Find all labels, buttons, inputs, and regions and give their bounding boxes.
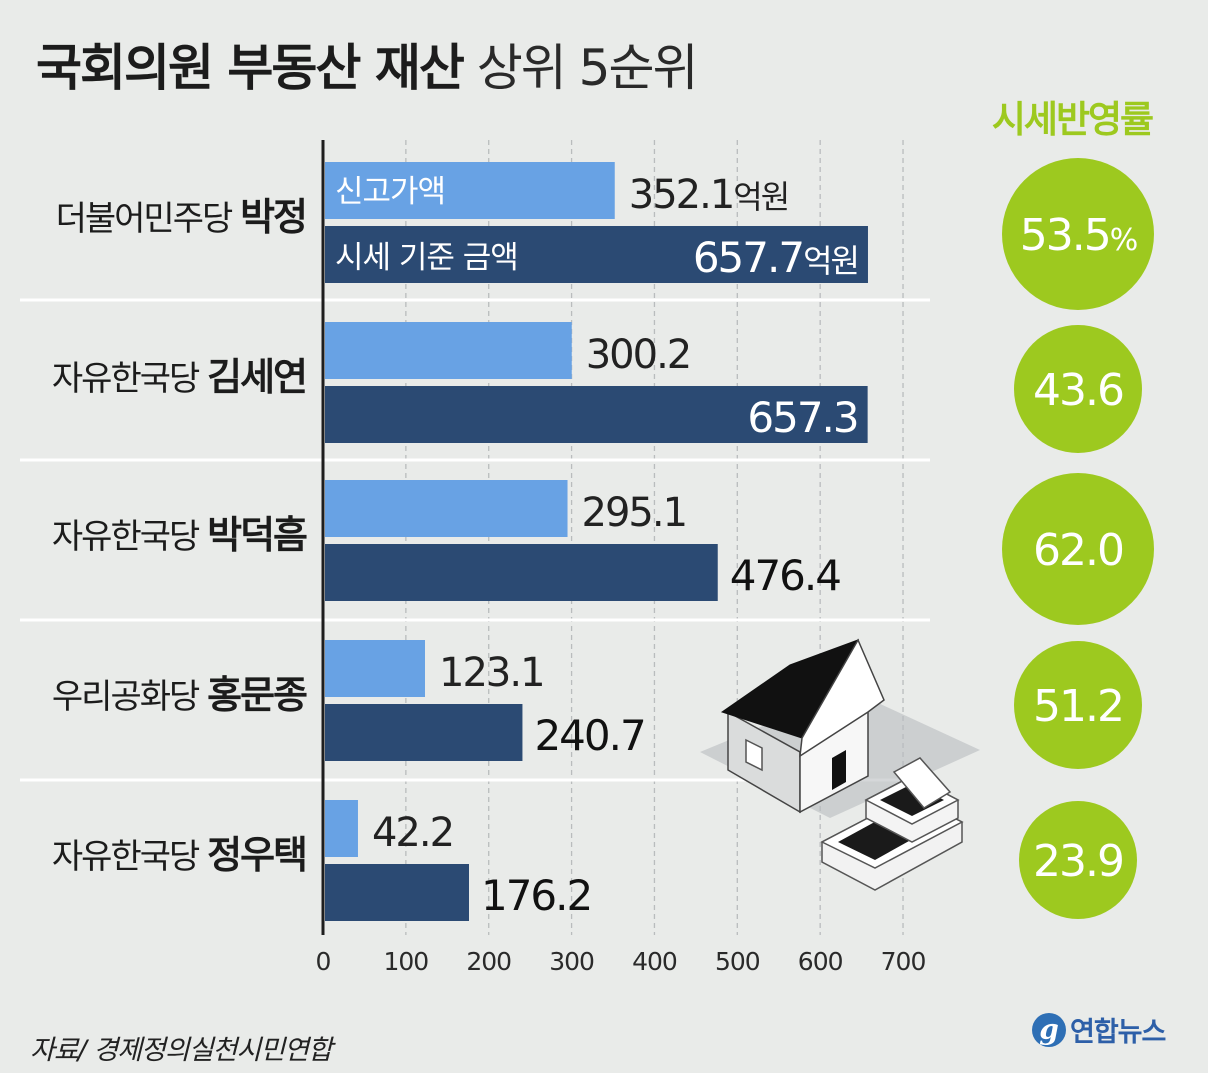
- bar-reported: [325, 162, 615, 219]
- bar-market: [325, 544, 718, 601]
- x-tick-label: 600: [798, 947, 843, 976]
- category-label: 자유한국당 정우택: [52, 833, 306, 877]
- x-tick-label: 700: [881, 947, 926, 976]
- category-label: 자유한국당 김세연: [52, 355, 306, 399]
- house-gable: [799, 638, 885, 758]
- ratio-circle: [1014, 325, 1142, 453]
- bar-reported: [325, 640, 426, 697]
- market-value-label: 657.3: [747, 393, 857, 442]
- house-icon: [700, 638, 980, 818]
- money-loose-bill: [892, 757, 952, 809]
- market-value-label: 240.7: [534, 711, 644, 760]
- member-name: 홍문종: [207, 673, 307, 717]
- unit-label: 억원: [733, 178, 788, 216]
- party-name: 우리공화당: [52, 677, 207, 717]
- x-tick-label: 300: [549, 947, 594, 976]
- house-window: [745, 738, 763, 772]
- x-tick-label: 0: [316, 947, 331, 976]
- party-name: 자유한국당: [52, 837, 207, 877]
- ratio-circle: [1014, 641, 1142, 769]
- bar-market: [325, 864, 469, 921]
- percent-sign: %: [1110, 223, 1137, 258]
- source-credit: 자료/ 경제정의실천시민연합: [30, 1035, 333, 1066]
- bar-reported: [325, 800, 358, 857]
- category-label: 우리공화당 홍문종: [52, 673, 307, 717]
- ratio-circle: [1002, 158, 1154, 310]
- party-name: 더불어민주당: [56, 199, 241, 239]
- ratio-circle: [1019, 801, 1137, 919]
- title-light: 상위 5순위: [476, 39, 699, 97]
- bar-market: [325, 704, 523, 761]
- title-bold: 국회의원 부동산 재산: [36, 39, 465, 97]
- reported-value-label: 295.1: [582, 490, 687, 536]
- bar-reported: [325, 480, 568, 537]
- publisher-logo: g 연합뉴스: [1032, 1010, 1166, 1049]
- ratio-title: 시세반영률: [992, 98, 1153, 141]
- x-tick-label: 100: [384, 947, 429, 976]
- bar-market: [325, 386, 868, 443]
- yonhap-logo-icon: g: [1032, 1012, 1066, 1047]
- market-value-label: 476.4: [730, 551, 841, 600]
- reported-value-label: 300.2: [586, 332, 691, 378]
- category-label: 자유한국당 박덕흠: [52, 513, 307, 557]
- x-tick-label: 400: [632, 947, 677, 976]
- ratio-circle: [1002, 473, 1154, 625]
- reported-value-label: 352.1억원: [629, 172, 788, 218]
- party-name: 자유한국당: [52, 359, 207, 399]
- member-name: 김세연: [207, 355, 306, 399]
- bar-reported: [325, 322, 572, 379]
- legend-reported: 신고가액: [335, 174, 445, 210]
- member-name: 정우택: [207, 833, 306, 877]
- legend-market: 시세 기준 금액: [335, 240, 518, 276]
- bar-market: [325, 226, 868, 283]
- chart-title: 국회의원 부동산 재산 상위 5순위: [36, 28, 699, 100]
- ratio-value: 62.0: [1033, 525, 1123, 576]
- member-name: 박정: [240, 195, 306, 239]
- ratio-value: 51.2: [1033, 681, 1123, 732]
- x-tick-label: 500: [715, 947, 760, 976]
- member-name: 박덕흠: [207, 513, 307, 557]
- logo-text: 연합뉴스: [1070, 1017, 1166, 1048]
- market-value-label: 176.2: [481, 871, 591, 920]
- market-value-label: 657.7억원: [693, 233, 858, 282]
- money-stack-icon: [820, 757, 964, 891]
- reported-value-label: 42.2: [372, 810, 453, 856]
- ratio-value: 43.6: [1033, 365, 1123, 416]
- category-label: 더불어민주당 박정: [56, 195, 306, 239]
- ratio-value: 23.9: [1033, 836, 1123, 887]
- x-tick-label: 200: [466, 947, 511, 976]
- house-door: [832, 750, 846, 790]
- unit-label: 억원: [803, 242, 858, 280]
- reported-value-label: 123.1: [439, 650, 544, 696]
- party-name: 자유한국당: [52, 517, 207, 557]
